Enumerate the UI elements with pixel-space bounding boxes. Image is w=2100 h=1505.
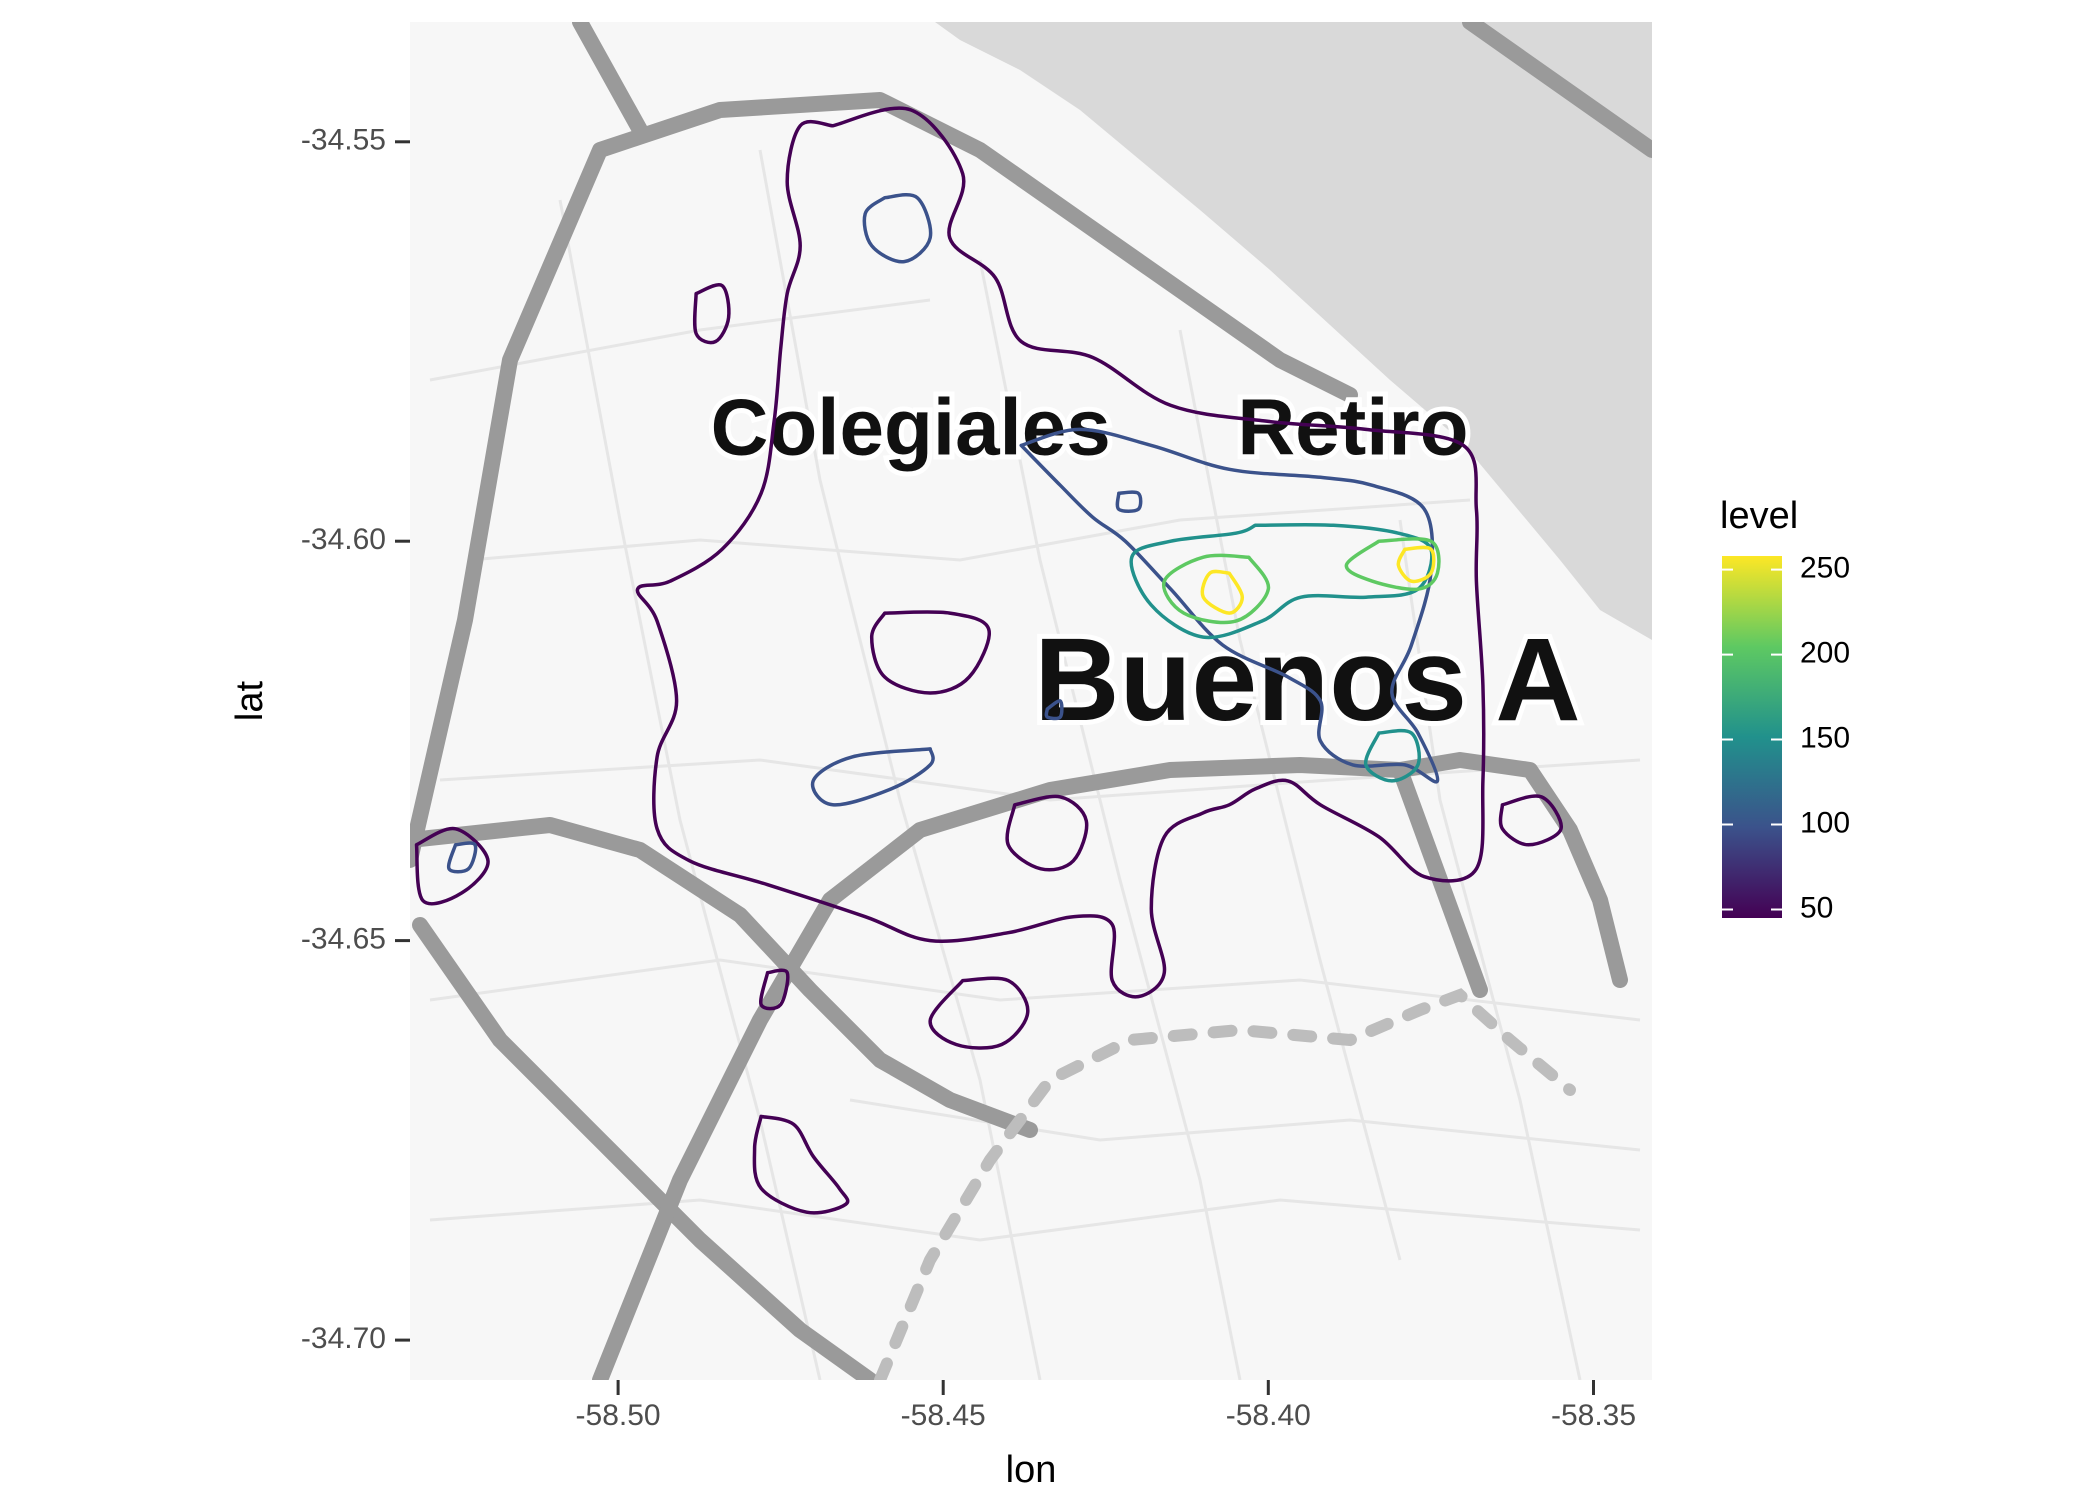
- y-axis-ticks: -34.55 -34.60 -34.65 -34.70: [301, 124, 410, 1355]
- street-line: [1178, 329, 1402, 1261]
- x-tick-label: -58.45: [901, 1399, 986, 1432]
- legend-tick: 250: [1722, 552, 1850, 585]
- legend-ticks: 50 100 150 200: [1722, 552, 1850, 924]
- legend-tick-label: 200: [1800, 637, 1850, 670]
- contour-line-level-200: [1344, 537, 1441, 592]
- legend-title: level: [1720, 495, 1798, 537]
- legend-tick: 50: [1722, 891, 1833, 924]
- street-line: [758, 149, 1042, 1380]
- road-line: [410, 817, 1038, 1138]
- contour-line-level-50: [1498, 794, 1563, 847]
- streets-layer: [429, 149, 1641, 1380]
- roads-layer: [410, 22, 1652, 1380]
- legend-tick: 100: [1722, 806, 1850, 839]
- legend-tick-label: 50: [1800, 891, 1833, 924]
- x-tick-label: -58.50: [576, 1399, 661, 1432]
- contour-line-level-50: [692, 282, 731, 345]
- contour-line-level-250: [1200, 569, 1245, 615]
- river-water: [935, 22, 1652, 640]
- contour-line-level-200: [1161, 553, 1271, 625]
- x-axis-title: lon: [1006, 1449, 1057, 1491]
- street-line: [558, 199, 822, 1380]
- street-line: [1398, 519, 1582, 1380]
- y-tick-label: -34.70: [301, 1322, 386, 1355]
- street-line: [439, 758, 1641, 802]
- legend-tick-label: 100: [1800, 806, 1850, 839]
- contour-line-level-250: [1396, 545, 1436, 584]
- road-line: [412, 917, 878, 1380]
- contour-line-level-50: [1005, 794, 1089, 872]
- x-tick-label: -58.35: [1551, 1399, 1636, 1432]
- x-axis-ticks: -58.50 -58.45 -58.40 -58.35: [576, 1380, 1636, 1432]
- street-line: [429, 298, 931, 382]
- contour-line-level-100: [1044, 699, 1064, 721]
- contour-line-level-150: [1129, 522, 1434, 640]
- street-line: [978, 259, 1242, 1380]
- contour-line-level-50: [869, 610, 991, 695]
- place-label-buenos-aires: Buenos A: [1034, 614, 1580, 746]
- contour-line-level-100: [862, 193, 933, 264]
- road-line: [1462, 22, 1652, 158]
- y-tick-label: -34.65: [301, 923, 386, 956]
- city-boundary-line: [874, 988, 1576, 1380]
- contour-line-level-100: [1115, 490, 1143, 513]
- map-panel: Colegiales Retiro Buenos A: [410, 22, 1652, 1380]
- contour-line-level-100: [446, 841, 478, 874]
- street-line: [429, 1198, 1641, 1242]
- street-line: [849, 1098, 1641, 1152]
- contour-line-level-50: [758, 968, 790, 1011]
- axes: -34.55 -34.60 -34.65 -34.70 -58.50 -58.4…: [229, 124, 1636, 1491]
- y-tick-label: -34.60: [301, 523, 386, 556]
- contour-line-level-150: [1363, 728, 1421, 783]
- legend: level 50 100 150: [1720, 495, 1850, 924]
- legend-tick: 200: [1722, 637, 1850, 670]
- road-line: [410, 92, 1358, 868]
- road-line: [592, 752, 1628, 1380]
- place-labels-layer: Colegiales Retiro Buenos A: [706, 378, 1586, 752]
- legend-tick-label: 150: [1800, 721, 1850, 754]
- density-contours-layer: [414, 106, 1563, 1215]
- legend-colorbar: [1722, 556, 1782, 918]
- street-line: [429, 958, 1641, 1022]
- street-line: [469, 498, 1471, 562]
- x-tick-label: -58.40: [1226, 1399, 1311, 1432]
- contour-line-level-50: [928, 976, 1030, 1050]
- contour-line-level-100: [810, 747, 935, 807]
- y-tick-label: -34.55: [301, 124, 386, 157]
- road-line: [572, 22, 648, 138]
- legend-tick-label: 250: [1800, 552, 1850, 585]
- contour-line-level-50: [752, 1114, 850, 1215]
- legend-tick: 150: [1722, 721, 1850, 754]
- place-label-colegiales: Colegiales: [711, 383, 1111, 472]
- contour-line-level-100: [1019, 427, 1440, 784]
- contour-line-level-50: [635, 106, 1486, 999]
- contour-line-level-50: [414, 826, 490, 906]
- y-axis-title: lat: [229, 680, 271, 721]
